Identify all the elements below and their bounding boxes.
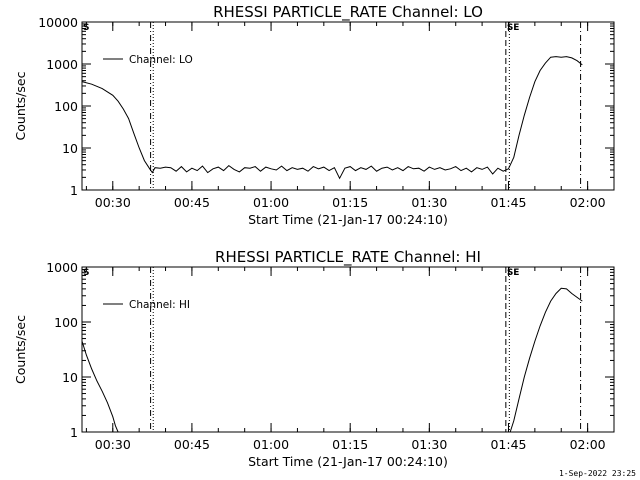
- panel2-x-tick-label: 01:00: [253, 437, 289, 452]
- panel1-y-tick-label: 1: [70, 183, 78, 198]
- panel2-flag-right: SE: [507, 268, 520, 278]
- panel2-x-tick-label: 01:45: [490, 437, 526, 452]
- panel1-x-tick-label: 01:15: [332, 195, 368, 210]
- panel1-x-axis-label: Start Time (21-Jan-17 00:24:10): [248, 212, 448, 227]
- panel2-x-tick-label: 00:30: [95, 437, 131, 452]
- panel2-y-tick-label: 1: [70, 425, 78, 440]
- panel2-x-axis-label: Start Time (21-Jan-17 00:24:10): [248, 454, 448, 469]
- panel2-plot-frame: [81, 266, 615, 433]
- panel2-y-tick-label: 10: [62, 370, 78, 385]
- panel2-x-tick-label: 00:45: [174, 437, 210, 452]
- panel2-y-axis-label: Counts/sec: [13, 315, 28, 384]
- panel1-chart-title: RHESSI PARTICLE_RATE Channel: LO: [213, 3, 483, 22]
- panel1-y-axis-label: Counts/sec: [13, 71, 28, 140]
- panel1-x-tick-label: 02:00: [570, 195, 606, 210]
- panel2-y-tick-label: 1000: [46, 260, 78, 275]
- panel1-flag-right: SE: [507, 23, 520, 33]
- panel2-x-tick-label: 02:00: [570, 437, 606, 452]
- panel1-y-tick-label: 10: [62, 141, 78, 156]
- panel2-x-tick-label: 01:30: [411, 437, 447, 452]
- panel1-x-tick-label: 00:30: [95, 195, 131, 210]
- panel2-x-tick-label: 01:15: [332, 437, 368, 452]
- panel2-flag-left: S: [83, 268, 89, 278]
- panel1-x-tick-label: 01:00: [253, 195, 289, 210]
- panel2-series-line-rise: [509, 287, 583, 433]
- chart-panel-2: [81, 266, 615, 433]
- panel1-x-tick-label: 01:45: [490, 195, 526, 210]
- panel1-x-tick-label: 00:45: [174, 195, 210, 210]
- panel1-x-tick-label: 01:30: [411, 195, 447, 210]
- panel1-plot-frame: [81, 21, 615, 191]
- panel2-series-line-decay: [81, 340, 119, 433]
- panel1-y-tick-label: 10000: [38, 15, 78, 30]
- panel1-legend-label: Channel: LO: [129, 54, 193, 66]
- panel1-flag-left: S: [83, 23, 89, 33]
- chart-panel-1: [81, 21, 615, 191]
- panel1-y-tick-label: 1000: [46, 57, 78, 72]
- panel1-series-line: [81, 56, 583, 180]
- panel1-y-tick-label: 100: [54, 99, 78, 114]
- panel2-y-tick-label: 100: [54, 315, 78, 330]
- date-stamp: 1-Sep-2022 23:25: [558, 469, 636, 478]
- panel2-chart-title: RHESSI PARTICLE_RATE Channel: HI: [215, 248, 481, 267]
- panel2-legend-label: Channel: HI: [129, 299, 190, 311]
